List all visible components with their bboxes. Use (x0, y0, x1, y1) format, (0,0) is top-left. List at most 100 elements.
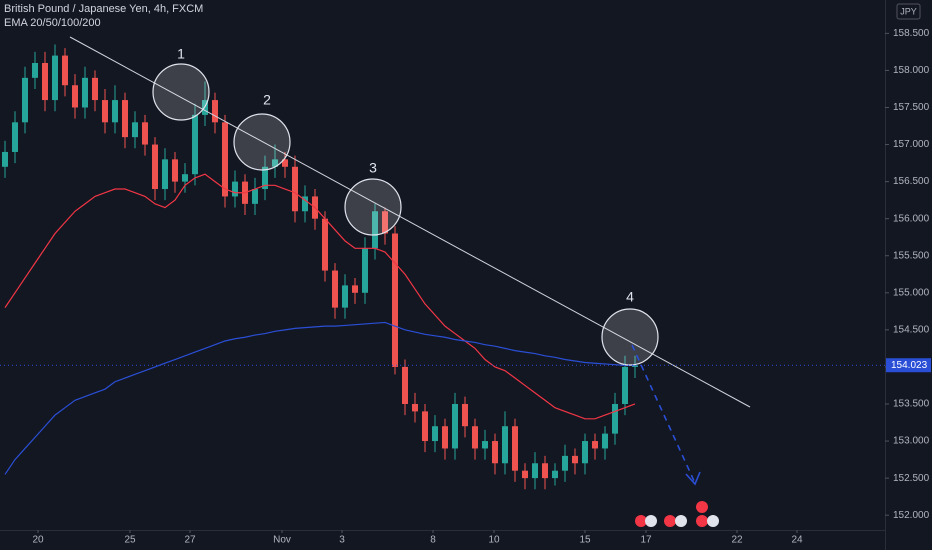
x-tick-label: 24 (791, 535, 803, 546)
candle-body (32, 63, 38, 78)
candle-body (2, 151, 8, 167)
candle-body (292, 166, 298, 212)
candle-body (262, 166, 268, 190)
event-icon (707, 515, 719, 527)
ema-line (4, 321, 635, 475)
candle-body (612, 403, 618, 434)
chart-title: British Pound / Japanese Yen, 4h, FXCM (4, 3, 203, 15)
x-tick-label: 25 (124, 535, 136, 546)
candle-body (342, 285, 348, 308)
x-tick-label: 22 (731, 535, 743, 546)
event-icon (664, 515, 676, 527)
candle-body (112, 100, 118, 123)
candle-body (502, 426, 508, 464)
candle-body (552, 470, 558, 479)
candle-body (42, 63, 48, 101)
y-tick-label: 158.000 (893, 65, 930, 76)
y-tick-label: 157.500 (893, 102, 930, 113)
y-tick-label: 152.000 (893, 510, 930, 521)
circle (344, 178, 402, 236)
projection-arrow (631, 344, 701, 486)
candle-body (412, 403, 418, 412)
candle-body (622, 366, 628, 404)
candle-body (152, 144, 158, 190)
x-tick-label: 27 (184, 535, 196, 546)
candle-body (432, 426, 438, 442)
annotation: 3 (369, 160, 377, 176)
last-price-box (886, 358, 931, 373)
candle-body (122, 100, 128, 138)
ema-line (4, 173, 636, 420)
y-tick-label: 158.500 (893, 28, 930, 39)
candle-body (322, 218, 328, 271)
y-tick-label: 156.500 (893, 176, 930, 187)
y-tick-label: 156.000 (893, 213, 930, 224)
candle-body (52, 55, 58, 101)
candle-body (332, 270, 338, 308)
y-tick-label: 157.000 (893, 139, 930, 150)
candle-body (12, 122, 18, 152)
candle-body (542, 463, 548, 479)
candle-body (102, 100, 108, 123)
candle-body (62, 55, 68, 86)
candle-body (582, 441, 588, 464)
candle-body (492, 441, 498, 464)
x-tick-label: 15 (579, 535, 591, 546)
candle-body (272, 159, 278, 167)
candle-body (142, 122, 148, 145)
touch-circles (152, 63, 659, 366)
candle-body (392, 233, 398, 367)
candle-body (462, 403, 468, 427)
last-price-label: 154.023 (891, 360, 928, 371)
candle-body (632, 365, 638, 367)
candle-body (222, 122, 228, 197)
candle-body (362, 248, 368, 293)
annotation: 4 (626, 289, 634, 305)
candle-body (422, 411, 428, 442)
x-tick-label: 17 (640, 535, 652, 546)
annotation: 2 (263, 92, 271, 108)
candle-body (302, 196, 308, 212)
y-tick-label: 154.500 (893, 325, 930, 336)
candle-body (382, 211, 388, 234)
circle (601, 308, 659, 366)
candle-body (232, 181, 238, 197)
x-tick-label: 8 (430, 535, 436, 546)
y-tick-label: 152.500 (893, 473, 930, 484)
event-icon (635, 515, 647, 527)
candle-body (212, 100, 218, 123)
currency: JPY (900, 6, 917, 16)
chart-subtitle: EMA 20/50/100/200 (4, 17, 101, 29)
candle-body (452, 403, 458, 449)
event-icon (675, 515, 687, 527)
arrow-head (685, 471, 701, 486)
candle-body (352, 285, 358, 293)
candle-body (372, 211, 378, 249)
x-tick-label: 10 (488, 535, 500, 546)
candle-body (592, 441, 598, 449)
circle (152, 63, 210, 121)
x-tick-label: Nov (273, 535, 291, 546)
candle-body (572, 455, 578, 464)
candle-body (82, 77, 88, 108)
y-tick-label: 155.500 (893, 250, 930, 261)
annotation: 1 (177, 46, 185, 62)
candle-body (182, 174, 188, 182)
plot (2, 44, 638, 490)
candle-body (602, 433, 608, 449)
candle-body (192, 114, 198, 175)
candle-body (162, 159, 168, 190)
candle-body (72, 85, 78, 108)
candle-body (402, 366, 408, 404)
candle-body (472, 426, 478, 449)
candle-body (132, 122, 138, 138)
candle-body (532, 463, 538, 479)
candle-body (482, 441, 488, 449)
candle-body (92, 77, 98, 101)
circle (233, 113, 291, 171)
y-tick-label: 153.000 (893, 436, 930, 447)
event-icon (696, 515, 708, 527)
x-tick-label: 3 (339, 535, 345, 546)
event-icon (645, 515, 657, 527)
